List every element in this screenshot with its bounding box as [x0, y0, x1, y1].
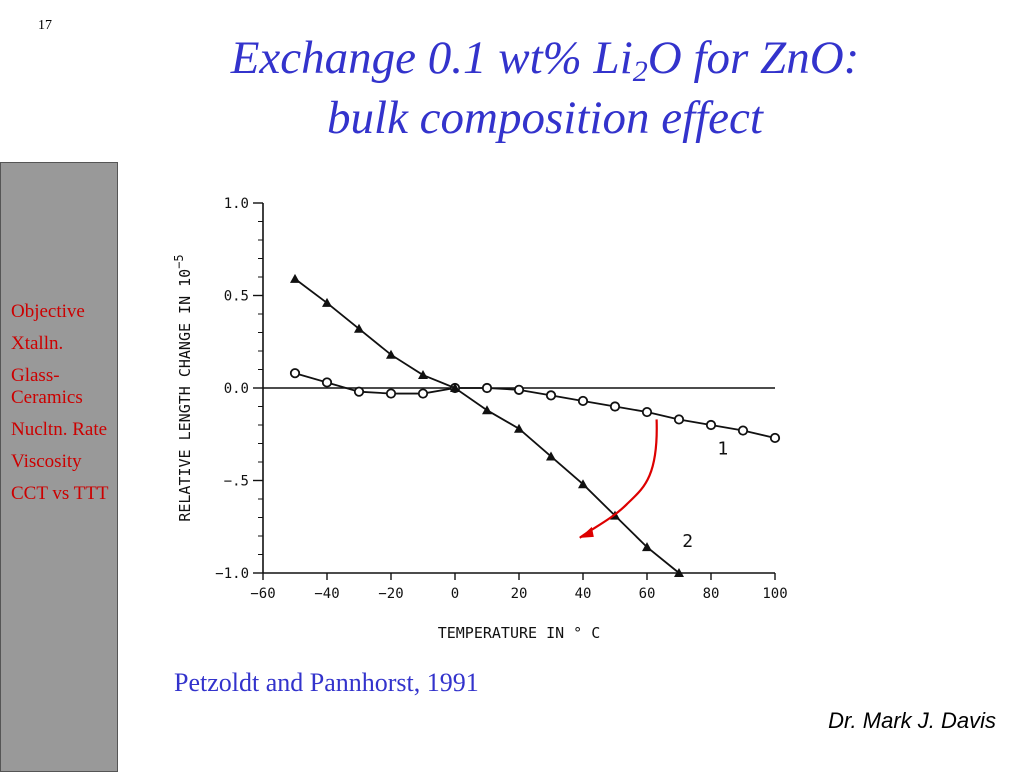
y-tick-label: −.5: [224, 474, 249, 490]
sidebar-item-viscosity[interactable]: Viscosity: [11, 451, 82, 472]
title-subscript: 2: [632, 55, 648, 88]
series-2-line: [294, 278, 680, 574]
x-tick-label: −60: [250, 586, 275, 602]
series-1-point: [513, 384, 525, 395]
series-1-point: [673, 414, 685, 425]
title-line1-pre: Exchange 0.1 wt% Li: [230, 32, 633, 84]
y-tick-label: 0.0: [224, 381, 249, 397]
x-tick-label: 60: [639, 586, 656, 602]
slide-title: Exchange 0.1 wt% Li2O for ZnO: bulk comp…: [130, 28, 960, 148]
title-line1-post: O for ZnO:: [647, 32, 860, 84]
x-tick-label: 80: [703, 586, 720, 602]
series-1-point: [417, 388, 429, 399]
x-tick-label: −20: [378, 586, 403, 602]
sidebar: Objective Xtalln. Glass-Ceramics Nucltn.…: [0, 162, 118, 772]
series-1-point: [481, 382, 493, 394]
series-2-point: [322, 297, 332, 307]
sidebar-item-cct-vs-ttt[interactable]: CCT vs TTT: [11, 483, 109, 504]
y-tick-label: −1.0: [215, 566, 249, 582]
series-1-point: [737, 425, 749, 436]
x-tick-label: −40: [314, 586, 339, 602]
series-2-point: [386, 349, 396, 359]
curve-label-1: 1: [717, 439, 728, 460]
red-arrow-head: [579, 526, 594, 538]
x-axis-label: TEMPERATURE IN ° C: [438, 624, 601, 642]
series-1-point: [545, 390, 557, 401]
sidebar-item-nucltn-rate[interactable]: Nucltn. Rate: [11, 419, 108, 440]
sidebar-item-xtalln[interactable]: Xtalln.: [11, 333, 64, 354]
series-2-point: [514, 423, 524, 433]
title-line2: bulk composition effect: [327, 92, 763, 144]
expansion-chart: −60 −40 −20 0 20 40 60 80 100 1.0 0.5 0.0 −.5 −1.0 TEM…: [172, 196, 788, 642]
series-1-point: [641, 406, 653, 418]
x-tick-label: 20: [511, 586, 528, 602]
chart-container: −60 −40 −20 0 20 40 60 80 100 1.0 0.5 0.0 −.5 −1.0 TEM…: [170, 185, 800, 645]
x-tick-label: 100: [762, 586, 787, 602]
series-2-point: [578, 479, 588, 489]
series-1-point: [705, 419, 717, 431]
series-1-point: [609, 401, 621, 412]
y-axis-label: RELATIVE LENGTH CHANGE IN 10−5: [172, 254, 194, 521]
red-arrow-curve: [579, 419, 658, 539]
series-2-point: [450, 383, 460, 392]
y-tick-label: 1.0: [224, 196, 249, 212]
series-1-point: [289, 368, 301, 379]
y-tick-label: 0.5: [224, 289, 249, 305]
series-1-line: [294, 372, 776, 439]
series-2-point: [354, 323, 364, 333]
sidebar-item-objective[interactable]: Objective: [11, 301, 85, 322]
sidebar-list: Objective Xtalln. Glass-Ceramics Nucltn.…: [11, 301, 117, 515]
y-axis-label-exponent: −5: [172, 254, 186, 268]
citation: Petzoldt and Pannhorst, 1991: [174, 668, 479, 697]
series-2-point: [642, 542, 652, 552]
x-tick-label: 40: [575, 586, 592, 602]
series-2-point: [290, 273, 300, 283]
series-1-point: [577, 395, 589, 407]
series-2-point: [546, 451, 556, 461]
sidebar-item-glass-ceramics[interactable]: Glass-Ceramics: [11, 365, 83, 408]
series-1-point: [385, 388, 397, 399]
series-1-point: [321, 377, 333, 388]
x-tick-label: 0: [451, 586, 459, 602]
author-name: Dr. Mark J. Davis: [828, 708, 996, 733]
slide-number: 17: [38, 18, 52, 33]
series-2-point: [418, 370, 428, 380]
series-1-point: [353, 386, 365, 397]
series-2-point: [674, 568, 684, 577]
curve-label-2: 2: [682, 531, 693, 552]
series-2-point: [482, 405, 492, 415]
series-1-point: [769, 432, 781, 444]
